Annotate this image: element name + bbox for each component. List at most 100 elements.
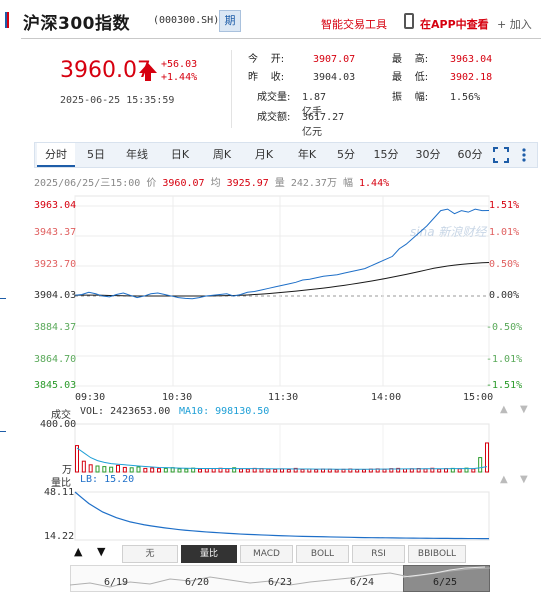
volume-legend: VOL: 2423653.00: [80, 406, 171, 417]
lb-y-top: 48.11: [44, 487, 75, 498]
volume-bar: [81, 460, 86, 473]
volume-bar: [232, 467, 237, 473]
stat-label-turnover: 成交额:: [257, 112, 291, 123]
lb-panel-down-icon[interactable]: ▼: [520, 474, 528, 485]
volume-bar: [150, 467, 155, 473]
info-amp: 1.44%: [359, 178, 390, 189]
volume-bar: [204, 468, 209, 473]
volume-ma-legend: MA10: 998130.50: [179, 406, 270, 417]
info-avg: 3925.97: [226, 178, 269, 189]
volume-bar: [102, 466, 107, 473]
y-tick-right: -1.51%: [486, 380, 523, 391]
add-to-watchlist-button[interactable]: + 加入: [497, 18, 532, 31]
volume-panel-down-icon[interactable]: ▼: [520, 404, 528, 415]
volume-bar: [122, 466, 127, 473]
tab-30min[interactable]: 30分: [415, 148, 441, 161]
volume-bar: [286, 468, 291, 473]
change-value: +56.03: [161, 59, 198, 70]
fullscreen-icon[interactable]: [493, 147, 509, 163]
lb-panel-title: 量比: [51, 478, 71, 489]
edge-marker: [0, 298, 6, 299]
phone-icon: [404, 13, 414, 29]
tab-5min[interactable]: 5分: [337, 148, 355, 161]
tab-60min[interactable]: 60分: [457, 148, 483, 161]
y-tick-right: -1.01%: [486, 354, 523, 365]
volume-bar: [355, 468, 360, 473]
volume-frame: [74, 423, 490, 473]
volume-bars: [75, 442, 489, 473]
stat-label-amplitude: 振 幅:: [392, 92, 429, 103]
indicator-boll-button[interactable]: BOLL: [296, 545, 349, 563]
volume-bar: [362, 469, 366, 473]
tab-yearly-k[interactable]: 年K: [297, 148, 317, 161]
current-price: 3960.07: [60, 58, 151, 83]
indicator-bbiboll-button[interactable]: BBIBOLL: [408, 545, 466, 563]
indicator-none-button[interactable]: 无: [122, 545, 178, 563]
indicator-macd-button[interactable]: MACD: [240, 545, 293, 563]
volume-bar: [382, 468, 387, 473]
volume-bar: [157, 468, 161, 473]
y-tick-right: -0.50%: [486, 322, 523, 333]
volume-bar: [163, 467, 168, 473]
x-tick: 09:30: [75, 392, 106, 403]
volume-bar: [334, 469, 339, 473]
price-line: [74, 208, 490, 300]
volume-panel-title: 成交: [51, 410, 71, 421]
tab-monthly-k[interactable]: 月K: [254, 148, 274, 161]
y-tick-left: 3864.70: [34, 354, 77, 365]
volume-bar: [300, 468, 305, 473]
x-tick: 11:30: [268, 392, 299, 403]
stat-value-low: 3902.18: [450, 72, 493, 83]
info-date: 2025/06/25/三15:00: [34, 178, 141, 189]
tab-5day[interactable]: 5日: [87, 148, 105, 161]
indicator-down-icon[interactable]: ▼: [97, 545, 106, 558]
volume-bar: [327, 468, 332, 473]
day-label[interactable]: 6/23: [268, 577, 293, 588]
day-label[interactable]: 6/20: [185, 577, 210, 588]
stat-label-prev-close: 昨 收:: [248, 72, 285, 83]
day-navigator-selection[interactable]: [403, 565, 490, 592]
avg-price-line: [74, 262, 490, 297]
volume-panel-up-icon[interactable]: ▲: [500, 404, 508, 415]
volume-bar: [109, 466, 114, 473]
tab-intraday[interactable]: 分时: [37, 143, 75, 167]
tab-daily-k[interactable]: 日K: [170, 148, 190, 161]
price-change: +56.03 +1.44%: [161, 58, 197, 84]
edge-marker: [0, 431, 6, 432]
info-vol: 242.37万: [290, 178, 337, 189]
indicator-rsi-button[interactable]: RSI: [352, 545, 405, 563]
day-label[interactable]: 6/19: [104, 577, 129, 588]
volume-bar: [88, 464, 93, 473]
indicator-lb-button[interactable]: 量比: [181, 545, 237, 563]
day-navigator-sparkline: [70, 566, 490, 588]
day-label-active[interactable]: 6/25: [433, 577, 458, 588]
stat-value-volume: 1.87亿手: [302, 92, 327, 118]
volume-bar: [177, 468, 182, 473]
x-tick: 10:30: [162, 392, 193, 403]
lb-y-bottom: 14.22: [44, 531, 75, 542]
change-percent: +1.44%: [161, 72, 198, 83]
quote-time: 2025-06-25 15:35:59: [60, 95, 175, 106]
volume-bar: [116, 464, 120, 473]
smart-trade-tools-link[interactable]: 智能交易工具: [321, 18, 387, 31]
tab-weekly-k[interactable]: 周K: [212, 148, 232, 161]
tab-year-line[interactable]: 年线: [126, 148, 148, 161]
volume-ratio-line: [74, 491, 490, 540]
indicator-up-icon[interactable]: ▲: [74, 545, 83, 558]
crosshair-info-line: 2025/06/25/三15:00 价 3960.07 均 3925.97 量 …: [34, 174, 389, 189]
volume-bar: [396, 467, 401, 473]
more-options-icon[interactable]: [519, 147, 529, 163]
y-tick-right: 0.50%: [489, 259, 520, 270]
tab-15min[interactable]: 15分: [373, 148, 399, 161]
futures-button[interactable]: 期: [219, 10, 241, 32]
open-in-app-link[interactable]: 在APP中查看: [420, 18, 489, 31]
volume-bar: [245, 468, 250, 473]
main-grid: [74, 195, 490, 541]
quote-divider: [231, 50, 232, 128]
stat-label-volume: 成交量:: [257, 92, 291, 103]
volume-bar: [403, 468, 407, 473]
lb-panel-up-icon[interactable]: ▲: [500, 474, 508, 485]
volume-y-unit: 万: [62, 465, 72, 476]
day-label[interactable]: 6/24: [350, 577, 375, 588]
